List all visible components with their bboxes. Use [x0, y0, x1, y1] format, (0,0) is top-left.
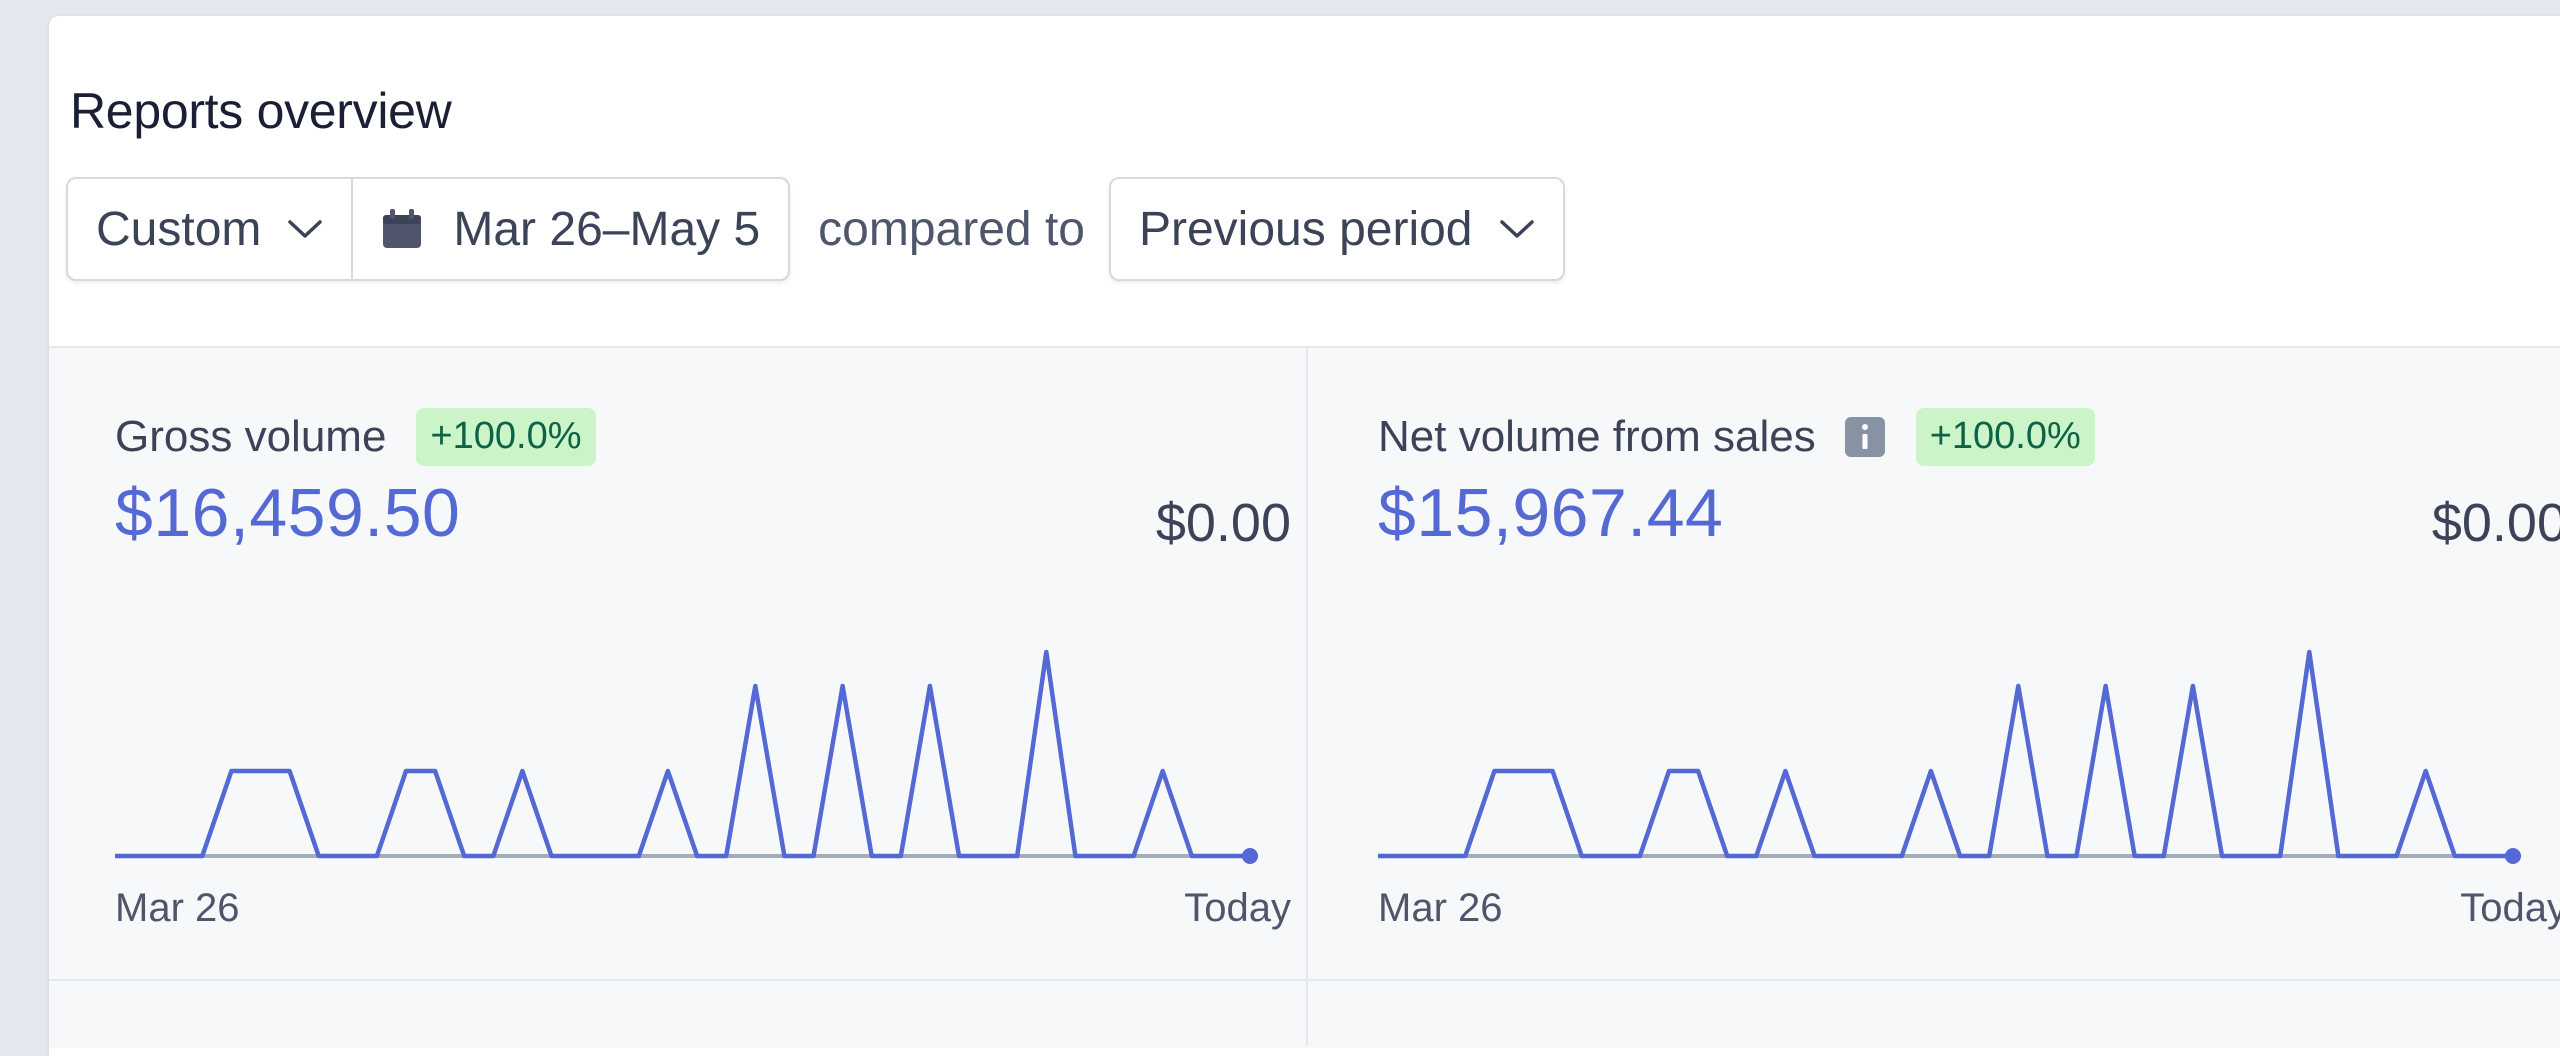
x-axis-end-label: Today: [2460, 886, 2560, 930]
series-line: [1378, 649, 2513, 859]
date-range-group: Custom Mar 26–May 5: [66, 177, 791, 281]
sparkline-chart: [115, 649, 1258, 864]
date-range-label: Mar 26–May 5: [453, 202, 761, 256]
previous-amount: $0.00: [2431, 493, 2560, 553]
end-point-marker: [1242, 848, 1258, 864]
metric-title: Gross volume: [115, 411, 387, 461]
previous-amount: $0.00: [1155, 493, 1291, 553]
range-preset-label: Custom: [96, 202, 262, 256]
sparkline-chart: [1378, 649, 2521, 864]
gross-volume-panel[interactable]: Gross volume +100.0% $16,459.50 $0.00 Ma…: [49, 346, 1306, 978]
calendar-icon: [383, 209, 422, 248]
row-divider: [49, 979, 2560, 981]
date-range-button[interactable]: Mar 26–May 5: [351, 179, 789, 279]
metric-amount: $15,967.44: [1378, 475, 1724, 551]
x-axis-start-label: Mar 26: [1378, 886, 1503, 930]
change-badge: +100.0%: [1915, 408, 2095, 466]
metric-label-row: Net volume from sales +100.0%: [1378, 408, 2095, 466]
info-icon[interactable]: [1844, 416, 1886, 458]
chevron-down-icon: [288, 220, 323, 238]
end-point-marker: [2505, 848, 2521, 864]
range-preset-dropdown[interactable]: Custom: [68, 179, 352, 279]
compared-to-text: compared to: [818, 202, 1085, 256]
metric-amount: $16,459.50: [115, 475, 461, 551]
comparison-dropdown[interactable]: Previous period: [1108, 177, 1565, 281]
date-filter-bar: Custom Mar 26–May 5 compared to Previous…: [66, 177, 1565, 281]
metric-title: Net volume from sales: [1378, 411, 1816, 461]
series-line: [115, 649, 1250, 859]
change-badge: +100.0%: [416, 408, 596, 466]
x-axis-end-label: Today: [1184, 886, 1291, 930]
net-volume-panel[interactable]: Net volume from sales +100.0% $15,967.44…: [1308, 346, 2560, 978]
metric-label-row: Gross volume +100.0%: [115, 408, 596, 466]
comparison-label: Previous period: [1138, 202, 1473, 256]
page-title: Reports overview: [70, 83, 452, 139]
panel-divider: [1306, 346, 1308, 1046]
chevron-down-icon: [1499, 220, 1534, 238]
x-axis-start-label: Mar 26: [115, 886, 240, 930]
